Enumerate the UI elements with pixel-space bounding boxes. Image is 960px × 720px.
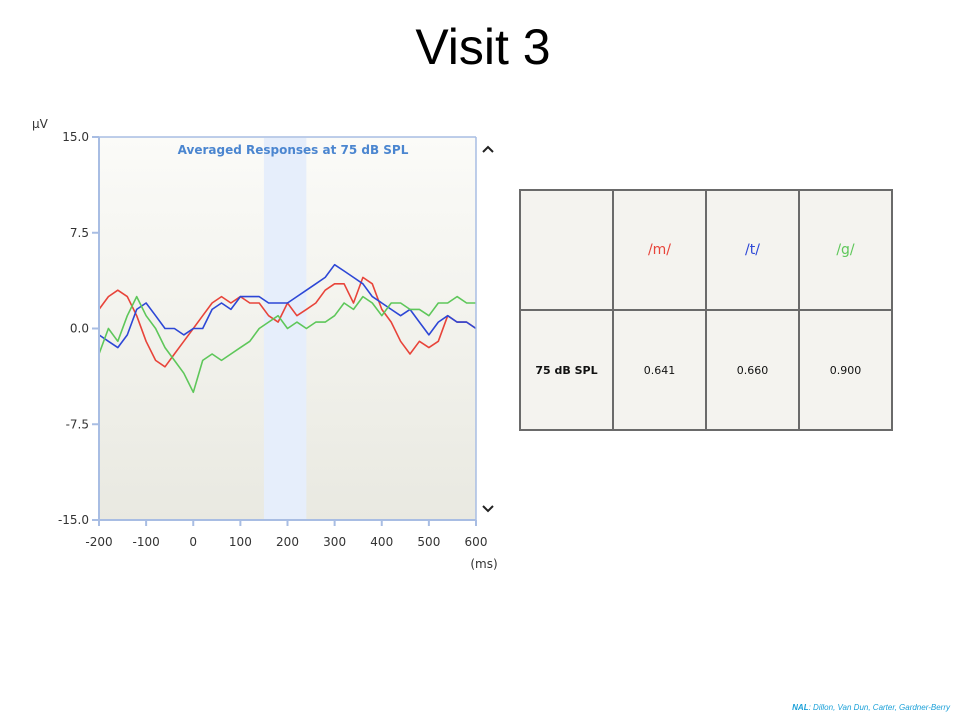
row-label: 75 dB SPL [519, 309, 614, 431]
y-tick-label: 0.0 [70, 322, 89, 336]
x-tick-label: 400 [370, 535, 393, 549]
credit-line: NAL: Dillon, Van Dun, Carter, Gardner-Be… [792, 703, 950, 712]
table-row: 75 dB SPL 0.641 0.660 0.900 [519, 309, 893, 431]
y-tick-label: 15.0 [62, 130, 89, 144]
value-g: 0.900 [798, 309, 893, 431]
x-tick-label: 300 [323, 535, 346, 549]
series-line-g [98, 295, 476, 394]
y-tick-label: 7.5 [70, 226, 89, 240]
table-corner-cell [519, 189, 614, 311]
header-t: /t/ [705, 189, 800, 311]
header-g: /g/ [798, 189, 893, 311]
value-m: 0.641 [612, 309, 707, 431]
x-tick-label: 500 [417, 535, 440, 549]
value-t: 0.660 [705, 309, 800, 431]
y-tick-label: -15.0 [58, 513, 89, 527]
page-title: Visit 3 [415, 19, 551, 75]
header-m: /m/ [612, 189, 707, 311]
y-axis-unit: µV [32, 117, 49, 131]
x-tick-label: 0 [189, 535, 197, 549]
series-line-t [98, 263, 477, 349]
chart-title: Averaged Responses at 75 dB SPL [178, 143, 409, 157]
score-table: /m/ /t/ /g/ 75 dB SPL 0.641 0.660 0.900 [519, 189, 893, 431]
x-tick-label: 100 [229, 535, 252, 549]
x-tick-label: 200 [276, 535, 299, 549]
analysis-window-shade [263, 138, 307, 520]
x-tick-label: -200 [85, 535, 112, 549]
x-tick-label: -100 [133, 535, 160, 549]
credit-authors: : Dillon, Van Dun, Carter, Gardner-Berry [808, 703, 950, 712]
x-tick-label: 600 [465, 535, 488, 549]
scroll-down-icon[interactable] [482, 505, 494, 513]
x-axis-unit: (ms) [470, 557, 497, 571]
table-header-row: /m/ /t/ /g/ [519, 189, 893, 311]
credit-org: NAL [792, 703, 809, 712]
scroll-up-icon[interactable] [482, 145, 494, 153]
y-tick-label: -7.5 [66, 417, 89, 431]
